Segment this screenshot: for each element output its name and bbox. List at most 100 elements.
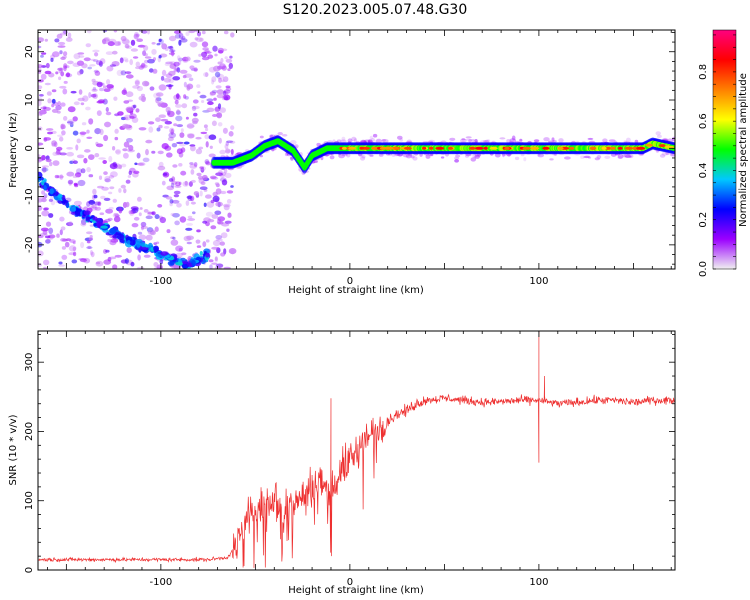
noise-blob [208,134,217,140]
noise-blob [132,56,139,59]
noise-blob [425,154,431,159]
noise-blob [209,91,216,96]
chirp-blob [57,194,63,198]
noise-blob [92,86,97,91]
noise-blob [549,158,554,161]
noise-blob [195,148,203,155]
noise-blob [63,63,68,69]
noise-blob [128,170,132,175]
noise-blob [66,121,74,124]
noise-blob [214,256,218,262]
noise-blob [583,156,590,159]
ridge-hotspot [428,146,434,150]
noise-blob [68,245,77,252]
noise-blob [104,178,111,183]
chirp-blob [186,262,190,266]
noise-blob [224,220,232,224]
noise-blob [80,241,85,249]
noise-blob [470,139,476,142]
noise-blob [193,162,198,167]
noise-blob [189,41,198,48]
noise-blob [142,157,150,163]
noise-blob [624,155,632,158]
noise-blob [172,76,181,81]
noise-blob [171,181,178,185]
noise-blob [112,50,118,55]
noise-blob [178,39,182,46]
noise-blob [51,98,56,104]
noise-blob [92,49,100,53]
noise-blob [199,190,203,197]
noise-blob [341,136,346,142]
noise-blob [125,106,134,112]
noise-blob [102,38,107,45]
noise-blob [67,60,74,65]
noise-blob [110,238,119,243]
noise-blob [103,197,111,201]
noise-blob [180,128,184,133]
noise-blob [176,55,181,61]
noise-blob [68,221,73,227]
noise-blob [169,63,177,69]
noise-blob [110,171,118,178]
noise-blob [67,119,75,126]
noise-blob [176,141,184,145]
noise-blob [158,38,164,45]
snr-x-label: Height of straight line (km) [288,585,424,596]
ridge-hotspot [569,146,575,150]
noise-blob [97,99,105,104]
noise-blob [564,156,571,160]
noise-blob [114,128,119,134]
noise-blob [161,180,166,186]
noise-blob [214,257,219,263]
noise-blob [170,128,174,135]
noise-blob [102,38,110,44]
noise-blob [176,203,182,208]
noise-blob [128,210,133,215]
noise-blob [46,128,54,131]
noise-blob [122,148,128,152]
noise-blob [454,159,459,163]
noise-blob [135,108,140,113]
colorbar: 0.0 0.2 0.4 0.6 0.8 Normalized spectral ampl… [698,29,749,277]
ridge-hotspot [383,146,394,150]
noise-blob [209,145,213,149]
noise-blob [230,154,235,157]
noise-blob [201,100,205,103]
colorbar-tick-label: 0.4 [698,162,709,178]
noise-blob [223,168,228,174]
noise-blob [158,84,167,91]
noise-blob [193,191,200,196]
noise-blob [514,156,520,161]
noise-blob [131,223,139,228]
noise-blob [96,143,104,148]
noise-blob [144,81,150,87]
noise-blob [147,30,150,35]
noise-blob [179,132,185,138]
noise-blob [47,98,52,104]
noise-blob [103,171,108,176]
noise-blob [94,128,102,135]
noise-blob [66,151,74,157]
noise-blob [474,139,478,144]
ridge-hotspot [348,146,356,150]
noise-blob [147,58,155,64]
noise-blob [186,222,193,226]
spectrogram-marks [38,30,675,269]
noise-blob [125,201,130,208]
noise-blob [216,112,223,119]
chirp-blob [191,259,196,267]
colorbar-label: Normalized spectral amplitude [738,73,749,227]
noise-blob [40,54,44,58]
noise-blob [511,135,516,141]
noise-blob [45,239,51,244]
noise-blob [76,168,83,175]
noise-blob [189,162,194,165]
noise-blob [84,149,91,153]
x-tick-label: 0 [347,276,353,287]
noise-blob [59,85,67,89]
noise-blob [124,258,129,264]
noise-blob [72,246,77,252]
noise-blob [66,147,73,150]
noise-blob [228,248,237,255]
